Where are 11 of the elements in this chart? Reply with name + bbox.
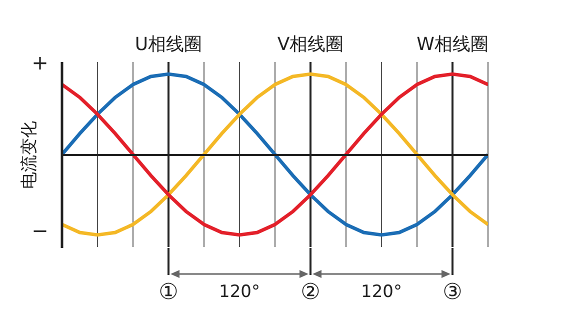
text: + [32,50,48,75]
y-axis-title: 电流变化 [20,121,40,189]
series-label: U相线圈 [134,34,202,55]
text: − [32,218,48,242]
text: 120° [361,282,402,302]
text: 120° [219,282,260,302]
text: ③ [442,280,462,305]
text: ② [300,280,320,305]
series-label: V相线圈 [277,34,344,55]
series-label: W相线圈 [416,34,488,55]
text: ① [158,280,178,305]
